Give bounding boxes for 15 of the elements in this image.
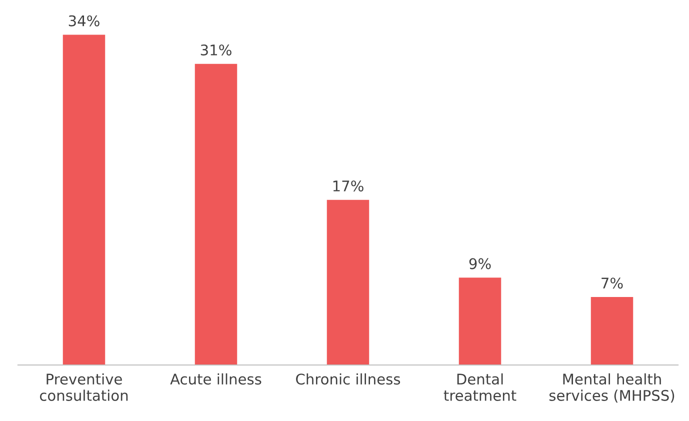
x-tick-label: Preventive consultation: [40, 373, 128, 401]
bar: [590, 297, 634, 365]
bar: [326, 200, 370, 365]
bar: [62, 34, 106, 365]
x-tick-label: Acute illness: [170, 373, 262, 385]
data-label: 17%: [333, 180, 364, 192]
bar: [194, 64, 238, 365]
data-label: 9%: [469, 258, 491, 270]
bar: [458, 278, 502, 365]
x-tick-label: Chronic illness: [296, 373, 400, 385]
data-label: 34%: [68, 15, 100, 26]
data-label: 7%: [602, 278, 623, 289]
data-label: 31%: [200, 44, 232, 56]
x-tick-label: Dental treatment: [444, 373, 516, 401]
x-tick-label: Mental health services (MHPSS): [549, 373, 674, 403]
